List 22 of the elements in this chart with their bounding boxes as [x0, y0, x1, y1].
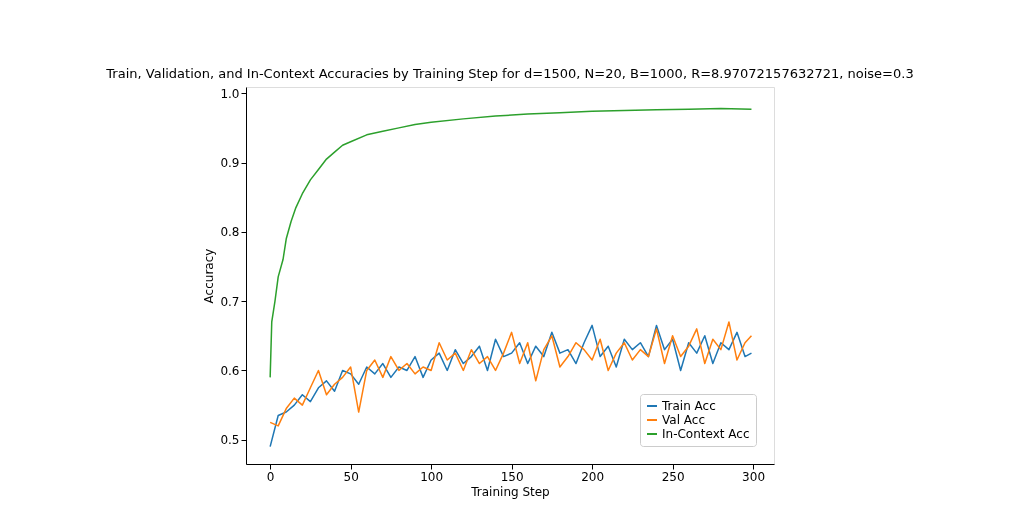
line-series: [269, 107, 753, 379]
y-tick-label: 0.9: [220, 156, 240, 171]
line-series: [269, 324, 753, 448]
legend-label: Train Acc: [661, 399, 716, 413]
y-axis-title: Accuracy: [202, 248, 217, 304]
x-tick-label: 200: [581, 469, 605, 484]
x-tick-label: 250: [661, 469, 685, 484]
y-tick-label: 0.6: [220, 363, 240, 378]
y-tick-label: 0.8: [220, 225, 240, 240]
x-tick-label: 0: [266, 469, 275, 484]
y-tick-label: 1.0: [220, 86, 240, 101]
y-tick-label: 0.5: [220, 433, 240, 448]
line-series: [269, 321, 753, 427]
legend-label: Val Acc: [662, 413, 705, 427]
x-tick-label: 50: [343, 469, 359, 484]
x-tick-label: 300: [742, 469, 766, 484]
x-axis-title: Training Step: [470, 484, 550, 499]
x-tick-label: 150: [500, 469, 524, 484]
legend-label: In-Context Acc: [662, 427, 750, 441]
chart-title: Train, Validation, and In-Context Accuracies by Training Step for d=1500, N=20, B=1000, R=8.97072157632721, noise=0.3: [105, 66, 914, 81]
y-tick-label: 0.7: [220, 294, 240, 309]
x-tick-label: 100: [420, 469, 444, 484]
